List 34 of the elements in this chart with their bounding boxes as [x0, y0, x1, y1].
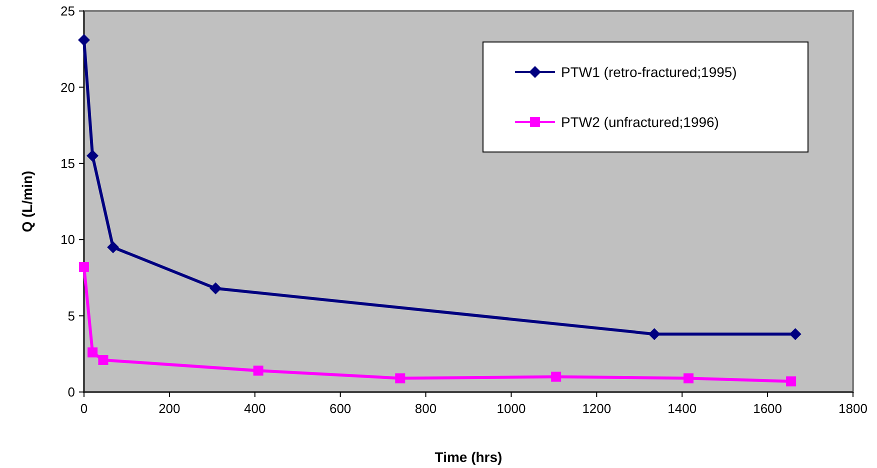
y-tick-label: 20 — [60, 80, 75, 95]
legend-label: PTW1 (retro-fractured;1995) — [561, 64, 737, 80]
point — [551, 372, 562, 382]
point — [98, 354, 108, 365]
x-tick-label: 1400 — [668, 401, 697, 416]
x-tick-label: 400 — [244, 401, 266, 416]
point — [210, 282, 222, 294]
x-tick-label: 1800 — [838, 401, 868, 416]
point — [86, 150, 99, 162]
point — [395, 373, 406, 384]
x-tick-label: 1600 — [753, 401, 782, 416]
point — [789, 328, 802, 340]
x-tick-label: 600 — [329, 401, 352, 416]
x-axis-title: Time (hrs) — [434, 449, 502, 465]
x-tick-label: 0 — [80, 401, 88, 416]
point — [79, 262, 89, 272]
y-tick-label: 0 — [68, 384, 75, 400]
y-tick-label: 15 — [60, 156, 75, 171]
y-axis-title: Q (L/min) — [19, 170, 35, 232]
point — [88, 347, 98, 358]
point — [107, 241, 120, 254]
x-tick-label: 1200 — [582, 401, 612, 416]
y-tick-label: 5 — [68, 308, 75, 324]
point — [78, 34, 90, 46]
legend-label: PTW2 (unfractured;1996) — [561, 114, 719, 130]
y-tick-label: 25 — [60, 4, 75, 19]
x-tick-label: 1000 — [496, 401, 526, 416]
point — [648, 328, 660, 340]
point — [684, 373, 694, 384]
x-tick-label: 200 — [158, 401, 180, 416]
y-tick-label: 10 — [60, 232, 75, 248]
x-tick-label: 800 — [414, 401, 437, 416]
point — [786, 376, 796, 386]
point — [253, 366, 264, 376]
